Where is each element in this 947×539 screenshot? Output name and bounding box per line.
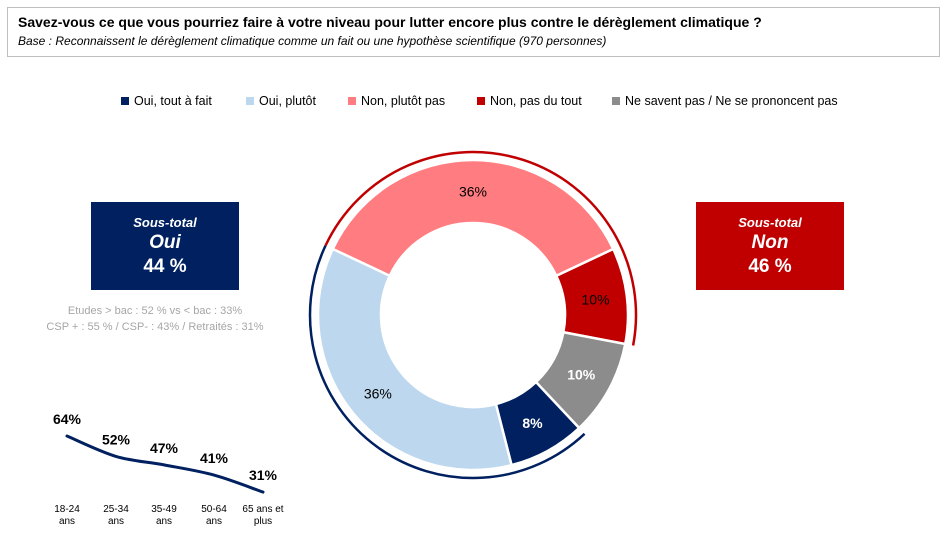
subtotal-oui-value: 44 % xyxy=(143,255,187,277)
age-tick-label: 50-64 xyxy=(201,504,227,515)
legend-label: Oui, plutôt xyxy=(259,94,316,108)
question-header: Savez-vous ce que vous pourriez faire à … xyxy=(7,7,940,57)
subtotal-non-label: Non xyxy=(751,231,789,253)
question-title: Savez-vous ce que vous pourriez faire à … xyxy=(18,14,762,30)
subtotal-non-box: Sous-total Non 46 % xyxy=(696,202,844,290)
age-tick-label: plus xyxy=(254,516,272,527)
legend-item-non-pas-du-tout: Non, pas du tout xyxy=(477,94,582,108)
age-tick-label: 65 ans et xyxy=(242,504,283,515)
legend-item-oui-plutot: Oui, plutôt xyxy=(246,94,316,108)
age-trend-line xyxy=(65,434,265,494)
age-tick-label: ans xyxy=(108,516,124,527)
subtotal-oui-label: Oui xyxy=(149,231,181,253)
age-tick-label: 35-49 xyxy=(151,504,177,515)
subtotal-oui-caption: Sous-total xyxy=(133,214,197,230)
question-base: Base : Reconnaissent le dérèglement clim… xyxy=(18,34,607,48)
legend-label: Non, pas du tout xyxy=(490,94,582,108)
subtotal-non-value: 46 % xyxy=(748,255,792,277)
age-value-label: 52% xyxy=(102,431,131,447)
age-value-label: 31% xyxy=(249,467,278,483)
donut-slice-label: 10% xyxy=(567,366,596,382)
age-tick-label: 25-34 xyxy=(103,504,129,515)
chart-legend: Oui, tout à fait Oui, plutôt Non, plutôt… xyxy=(0,94,947,112)
legend-swatch xyxy=(348,97,356,105)
subgroup-note-education: Etudes > bac : 52 % vs < bac : 33% xyxy=(67,305,243,317)
donut-slice xyxy=(331,158,615,278)
donut-slice-label: 10% xyxy=(582,292,610,308)
legend-swatch xyxy=(612,97,620,105)
donut-slice xyxy=(316,247,514,472)
legend-label: Ne savent pas / Ne se prononcent pas xyxy=(625,94,838,108)
age-tick-label: ans xyxy=(156,516,172,527)
subtotal-brackets xyxy=(308,150,638,480)
donut-chart: 36% 10% 10% 8% 36% xyxy=(316,158,630,472)
legend-label: Non, plutôt pas xyxy=(361,94,446,108)
age-value-label: 47% xyxy=(150,440,179,456)
legend-item-non-plutot-pas: Non, plutôt pas xyxy=(348,94,445,108)
subtotal-non-caption: Sous-total xyxy=(738,214,802,230)
donut-slice-label: 8% xyxy=(522,415,543,431)
donut-slice-label: 36% xyxy=(364,386,392,402)
legend-swatch xyxy=(121,97,129,105)
subtotal-oui-box: Sous-total Oui 44 % xyxy=(91,202,239,290)
age-tick-label: 18-24 xyxy=(54,504,80,515)
subgroup-note-csp: CSP + : 55 % / CSP- : 43% / Retraités : … xyxy=(46,321,264,333)
legend-label: Oui, tout à fait xyxy=(134,94,212,108)
age-value-label: 64% xyxy=(53,411,82,427)
age-value-label: 41% xyxy=(200,450,229,466)
age-tick-label: ans xyxy=(206,516,222,527)
legend-item-oui-tout-a-fait: Oui, tout à fait xyxy=(121,94,212,108)
age-tick-label: ans xyxy=(59,516,75,527)
non-bracket-arc xyxy=(324,150,638,346)
legend-item-ne-savent-pas: Ne savent pas / Ne se prononcent pas xyxy=(612,94,838,108)
legend-swatch xyxy=(477,97,485,105)
legend-swatch xyxy=(246,97,254,105)
oui-bracket-arc xyxy=(308,245,586,480)
age-line-chart: 64%18-24ans52%25-34ans47%35-49ans41%50-6… xyxy=(53,411,284,527)
donut-slice-label: 36% xyxy=(459,184,487,200)
